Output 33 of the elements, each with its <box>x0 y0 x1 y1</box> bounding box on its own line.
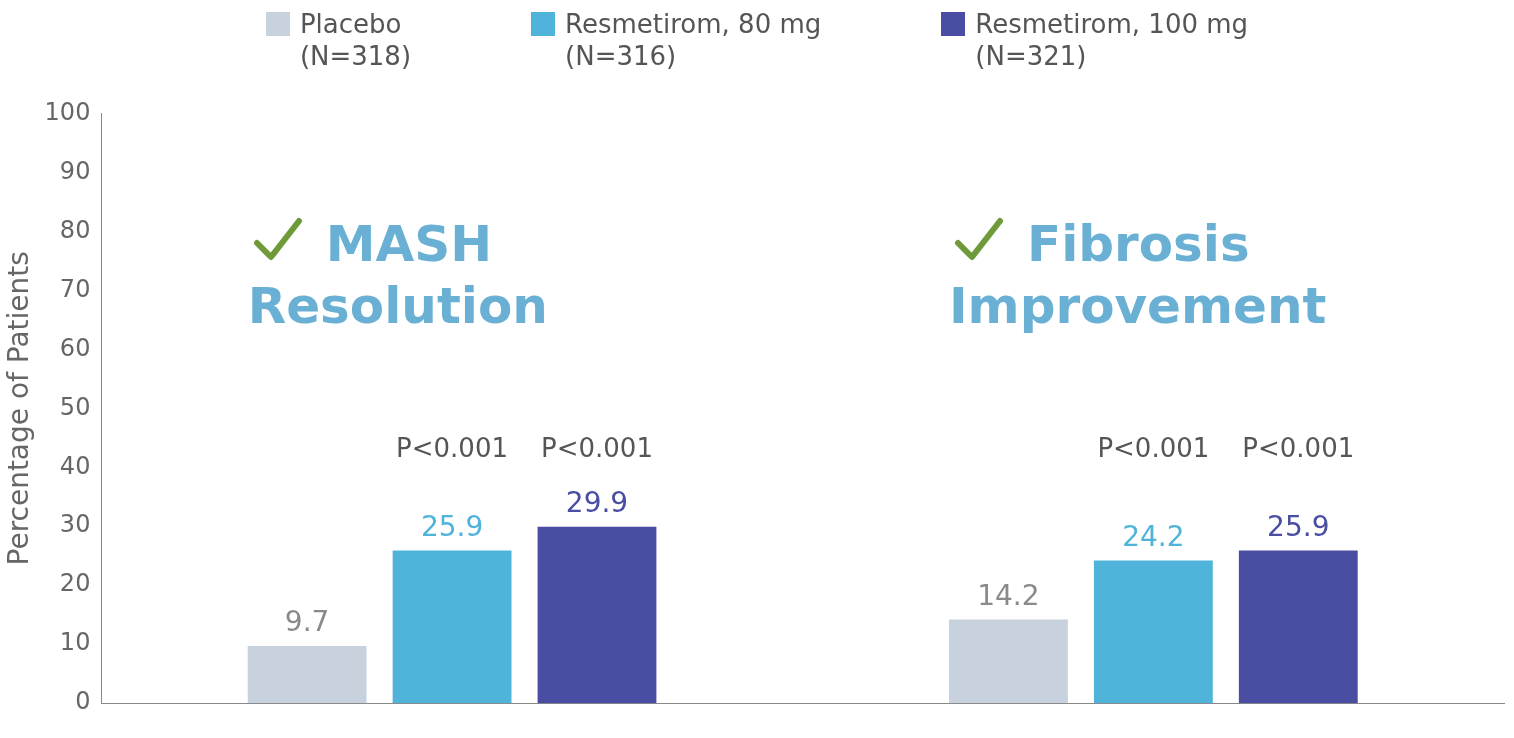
y-tick-label: 60 <box>59 333 91 362</box>
y-tick-label: 0 <box>75 687 91 716</box>
data-label: 9.7 <box>284 605 330 639</box>
y-tick-label: 70 <box>59 274 91 303</box>
y-tick-label: 40 <box>59 451 91 480</box>
bar <box>537 526 657 704</box>
annotation: Fibrosis Improvement <box>948 214 1327 335</box>
data-label: 25.9 <box>420 509 484 543</box>
annotation: P<0.001 <box>396 432 509 463</box>
data-label: 25.9 <box>1267 509 1330 543</box>
bar <box>247 645 367 704</box>
bar <box>1238 550 1358 704</box>
y-tick-label: 100 <box>44 97 91 126</box>
y-tick-label: 90 <box>59 156 91 185</box>
y-tick-label: 30 <box>59 510 91 539</box>
data-label: 24.2 <box>1122 519 1185 553</box>
data-label: 29.9 <box>565 486 629 520</box>
annotation: P<0.001 <box>541 432 653 463</box>
data-label: 14.2 <box>977 578 1040 612</box>
y-tick-label: 50 <box>59 392 91 421</box>
bar <box>392 550 512 704</box>
y-axis-title: Percentage of Patients <box>2 251 36 566</box>
legend-label: Resmetirom, 80 mg (N=316) <box>565 8 822 72</box>
y-tick-label: 10 <box>59 628 91 657</box>
bar <box>949 619 1068 704</box>
annotation: MASH Resolution <box>247 214 548 335</box>
legend-label: Resmetirom, 100 mg (N=321) <box>975 8 1249 72</box>
legend-label: Placebo (N=318) <box>299 8 412 72</box>
bar <box>1093 560 1213 704</box>
y-tick-label: 80 <box>59 215 91 244</box>
y-tick-label: 20 <box>59 569 91 598</box>
annotation: P<0.001 <box>1242 432 1355 463</box>
annotation: P<0.001 <box>1097 432 1210 463</box>
